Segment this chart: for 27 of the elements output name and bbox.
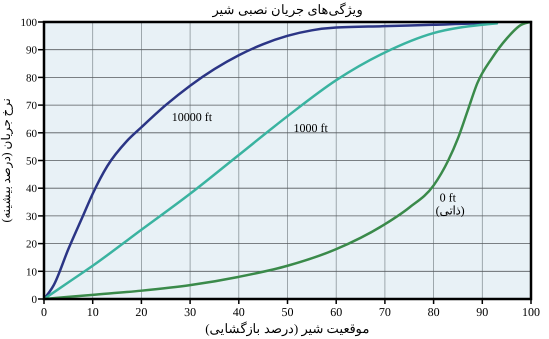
- y-tick-label: 60: [26, 128, 38, 140]
- y-tick-label: 0: [32, 294, 38, 306]
- y-tick-label: 10: [26, 266, 38, 278]
- y-tick-label: 30: [26, 210, 38, 223]
- x-tick-label: 90: [476, 305, 488, 319]
- y-tick-label: 100: [20, 17, 38, 29]
- x-tick-label: 20: [135, 305, 148, 319]
- y-tick-label: 40: [26, 183, 38, 196]
- chart-title: ویژگی‌های جریان نصبی شیر: [212, 2, 362, 18]
- y-tick-label: 70: [26, 100, 38, 112]
- x-tick-label: 100: [522, 305, 540, 319]
- x-tick-label: 50: [282, 305, 294, 319]
- series-label: 1000 ft: [294, 121, 328, 136]
- series-label: 10000 ft: [172, 110, 213, 124]
- x-tick-label: 40: [232, 305, 245, 319]
- x-tick-label: 60: [330, 305, 342, 319]
- y-tick-label: 80: [26, 72, 38, 84]
- x-tick-label: 80: [428, 305, 440, 319]
- x-tick-label: 30: [184, 305, 196, 319]
- y-tick-label: 20: [26, 238, 38, 251]
- x-tick-label: 10: [86, 305, 99, 319]
- x-tick-label: 70: [378, 305, 391, 319]
- y-axis-title: نرخ جریان (درصد بیشینه): [0, 98, 13, 222]
- y-tick-label: 50: [26, 156, 38, 168]
- y-tick-label: 90: [26, 44, 38, 57]
- x-axis-title: موقعیت شیر (درصد بازگشایی): [205, 321, 370, 337]
- x-tick-label: 0: [41, 305, 47, 319]
